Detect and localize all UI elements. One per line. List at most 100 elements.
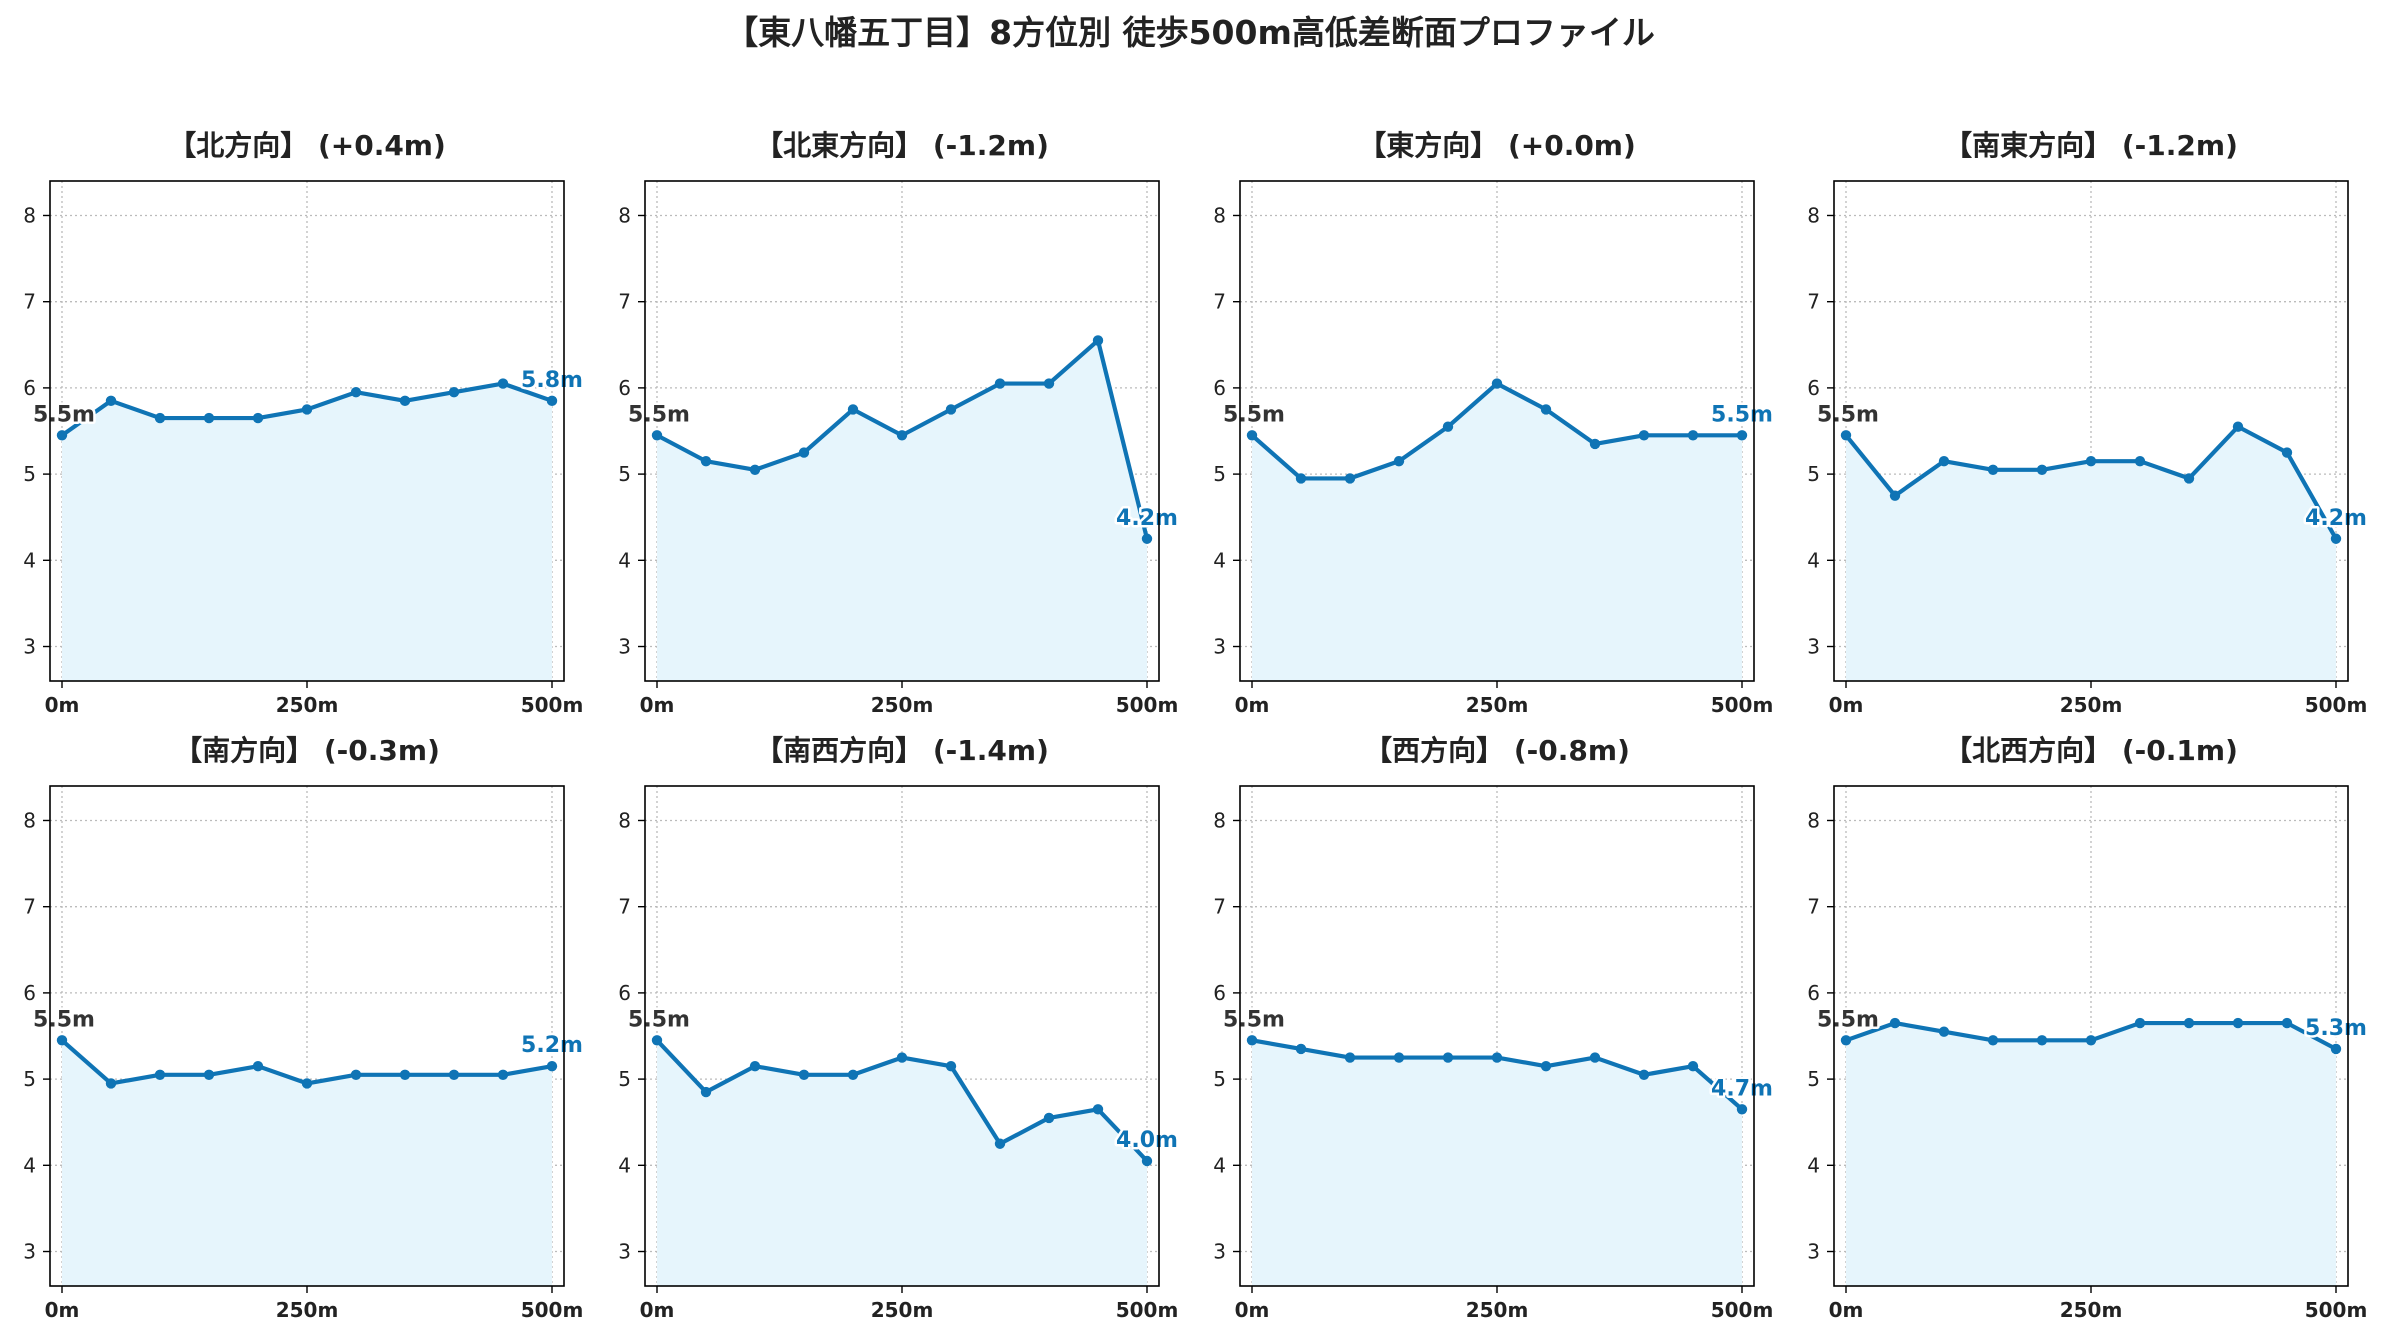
data-point bbox=[2134, 1017, 2146, 1029]
data-point bbox=[350, 387, 362, 398]
panel-2: 【東方向】 (+0.0m) 5.5m 5.5m 3 4 5 6 7 8 0m 250m 500m bbox=[1213, 129, 1775, 717]
elevation-area bbox=[1252, 383, 1742, 681]
y-tick-label: 6 bbox=[1213, 981, 1226, 1005]
y-tick-label: 3 bbox=[1213, 1240, 1226, 1264]
y-tick-label: 3 bbox=[1807, 635, 1820, 659]
y-tick-label: 6 bbox=[23, 376, 36, 400]
data-point bbox=[2085, 455, 2097, 467]
x-tick-label: 250m bbox=[2060, 693, 2123, 717]
data-point bbox=[1540, 1060, 1552, 1072]
data-point bbox=[1043, 1112, 1055, 1124]
x-tick-label: 500m bbox=[1116, 693, 1179, 717]
y-tick-label: 8 bbox=[1213, 808, 1226, 832]
data-point bbox=[2330, 533, 2342, 544]
x-tick-label: 500m bbox=[1711, 693, 1774, 717]
x-tick-label: 0m bbox=[1235, 693, 1270, 717]
panel-title: 【北方向】 (+0.4m) bbox=[168, 129, 446, 162]
x-tick-label: 0m bbox=[45, 693, 80, 717]
data-point bbox=[945, 404, 957, 415]
data-point bbox=[154, 412, 166, 424]
data-point bbox=[350, 1069, 362, 1080]
data-point bbox=[1491, 1052, 1503, 1063]
data-point bbox=[2134, 455, 2146, 467]
x-tick-label: 250m bbox=[276, 693, 339, 717]
x-tick-label: 0m bbox=[640, 693, 675, 717]
data-point bbox=[497, 1069, 509, 1080]
x-tick-label: 250m bbox=[871, 693, 934, 717]
start-elevation-label: 5.5m bbox=[628, 402, 690, 427]
panel-title: 【北東方向】 (-1.2m) bbox=[755, 129, 1049, 162]
panel-title: 【南西方向】 (-1.4m) bbox=[755, 734, 1049, 767]
data-point bbox=[399, 1069, 411, 1080]
data-point bbox=[2330, 1043, 2342, 1055]
y-tick-label: 7 bbox=[1807, 895, 1820, 919]
data-point bbox=[1736, 1104, 1748, 1115]
panels-grid: 【北方向】 (+0.4m) 5.5m 5.8m 3 4 5 6 7 8 0m 250m 500m 【北東… bbox=[23, 129, 2369, 1322]
x-tick-label: 500m bbox=[521, 693, 584, 717]
elevation-area bbox=[657, 1040, 1147, 1286]
data-point bbox=[546, 395, 558, 407]
data-point bbox=[847, 404, 859, 415]
x-tick-label: 500m bbox=[1711, 1298, 1774, 1322]
data-point bbox=[896, 1052, 908, 1063]
data-point bbox=[154, 1069, 166, 1080]
y-tick-label: 3 bbox=[1807, 1240, 1820, 1264]
y-tick-label: 4 bbox=[1807, 1153, 1820, 1177]
data-point bbox=[1344, 473, 1356, 484]
data-point bbox=[945, 1060, 957, 1072]
data-point bbox=[1687, 430, 1699, 441]
start-elevation-label: 5.5m bbox=[33, 402, 95, 427]
data-point bbox=[1840, 1035, 1852, 1046]
data-point bbox=[1889, 490, 1901, 501]
data-point bbox=[252, 412, 264, 424]
x-tick-label: 0m bbox=[1235, 1298, 1270, 1322]
data-point bbox=[1589, 438, 1601, 450]
y-tick-label: 5 bbox=[23, 1067, 36, 1091]
x-tick-label: 250m bbox=[276, 1298, 339, 1322]
y-tick-label: 8 bbox=[23, 808, 36, 832]
x-tick-label: 0m bbox=[45, 1298, 80, 1322]
panel-7: 【北西方向】 (-0.1m) 5.5m 5.3m 3 4 5 6 7 8 0m 250m 500m bbox=[1807, 734, 2369, 1322]
data-point bbox=[1295, 1043, 1307, 1055]
elevation-area bbox=[62, 383, 552, 681]
x-tick-label: 250m bbox=[871, 1298, 934, 1322]
data-point bbox=[896, 430, 908, 441]
data-point bbox=[448, 1069, 460, 1080]
data-point bbox=[1987, 464, 1999, 475]
data-point bbox=[1889, 1017, 1901, 1029]
elevation-area bbox=[1846, 426, 2336, 681]
panel-1: 【北東方向】 (-1.2m) 5.5m 4.2m 3 4 5 6 7 8 0m 250m 500m bbox=[618, 129, 1180, 717]
data-point bbox=[2036, 1035, 2048, 1046]
end-elevation-label: 5.8m bbox=[521, 368, 583, 393]
y-tick-label: 4 bbox=[23, 1153, 36, 1177]
data-point bbox=[798, 1069, 810, 1080]
x-tick-label: 500m bbox=[2305, 1298, 2368, 1322]
data-point bbox=[105, 1078, 117, 1089]
data-point bbox=[1987, 1035, 1999, 1046]
y-tick-label: 6 bbox=[618, 376, 631, 400]
end-elevation-label: 5.3m bbox=[2305, 1016, 2367, 1041]
y-tick-label: 5 bbox=[618, 462, 631, 486]
data-point bbox=[749, 1060, 761, 1072]
end-elevation-label: 4.2m bbox=[1116, 506, 1178, 531]
y-tick-label: 4 bbox=[1213, 548, 1226, 572]
y-tick-label: 6 bbox=[1807, 376, 1820, 400]
y-tick-label: 6 bbox=[1213, 376, 1226, 400]
data-point bbox=[700, 455, 712, 467]
start-elevation-label: 5.5m bbox=[1817, 1007, 1879, 1032]
start-elevation-label: 5.5m bbox=[1817, 402, 1879, 427]
x-tick-label: 500m bbox=[2305, 693, 2368, 717]
y-tick-label: 7 bbox=[23, 895, 36, 919]
data-point bbox=[1141, 1155, 1153, 1167]
data-point bbox=[1344, 1052, 1356, 1063]
x-tick-label: 250m bbox=[1466, 1298, 1529, 1322]
panel-6: 【西方向】 (-0.8m) 5.5m 4.7m 3 4 5 6 7 8 0m 250m 500m bbox=[1213, 734, 1775, 1322]
data-point bbox=[1736, 430, 1748, 441]
panel-title: 【西方向】 (-0.8m) bbox=[1364, 734, 1630, 767]
data-point bbox=[651, 430, 663, 441]
data-point bbox=[749, 464, 761, 475]
y-tick-label: 8 bbox=[1807, 808, 1820, 832]
end-elevation-label: 5.2m bbox=[521, 1033, 583, 1058]
y-tick-label: 7 bbox=[618, 895, 631, 919]
